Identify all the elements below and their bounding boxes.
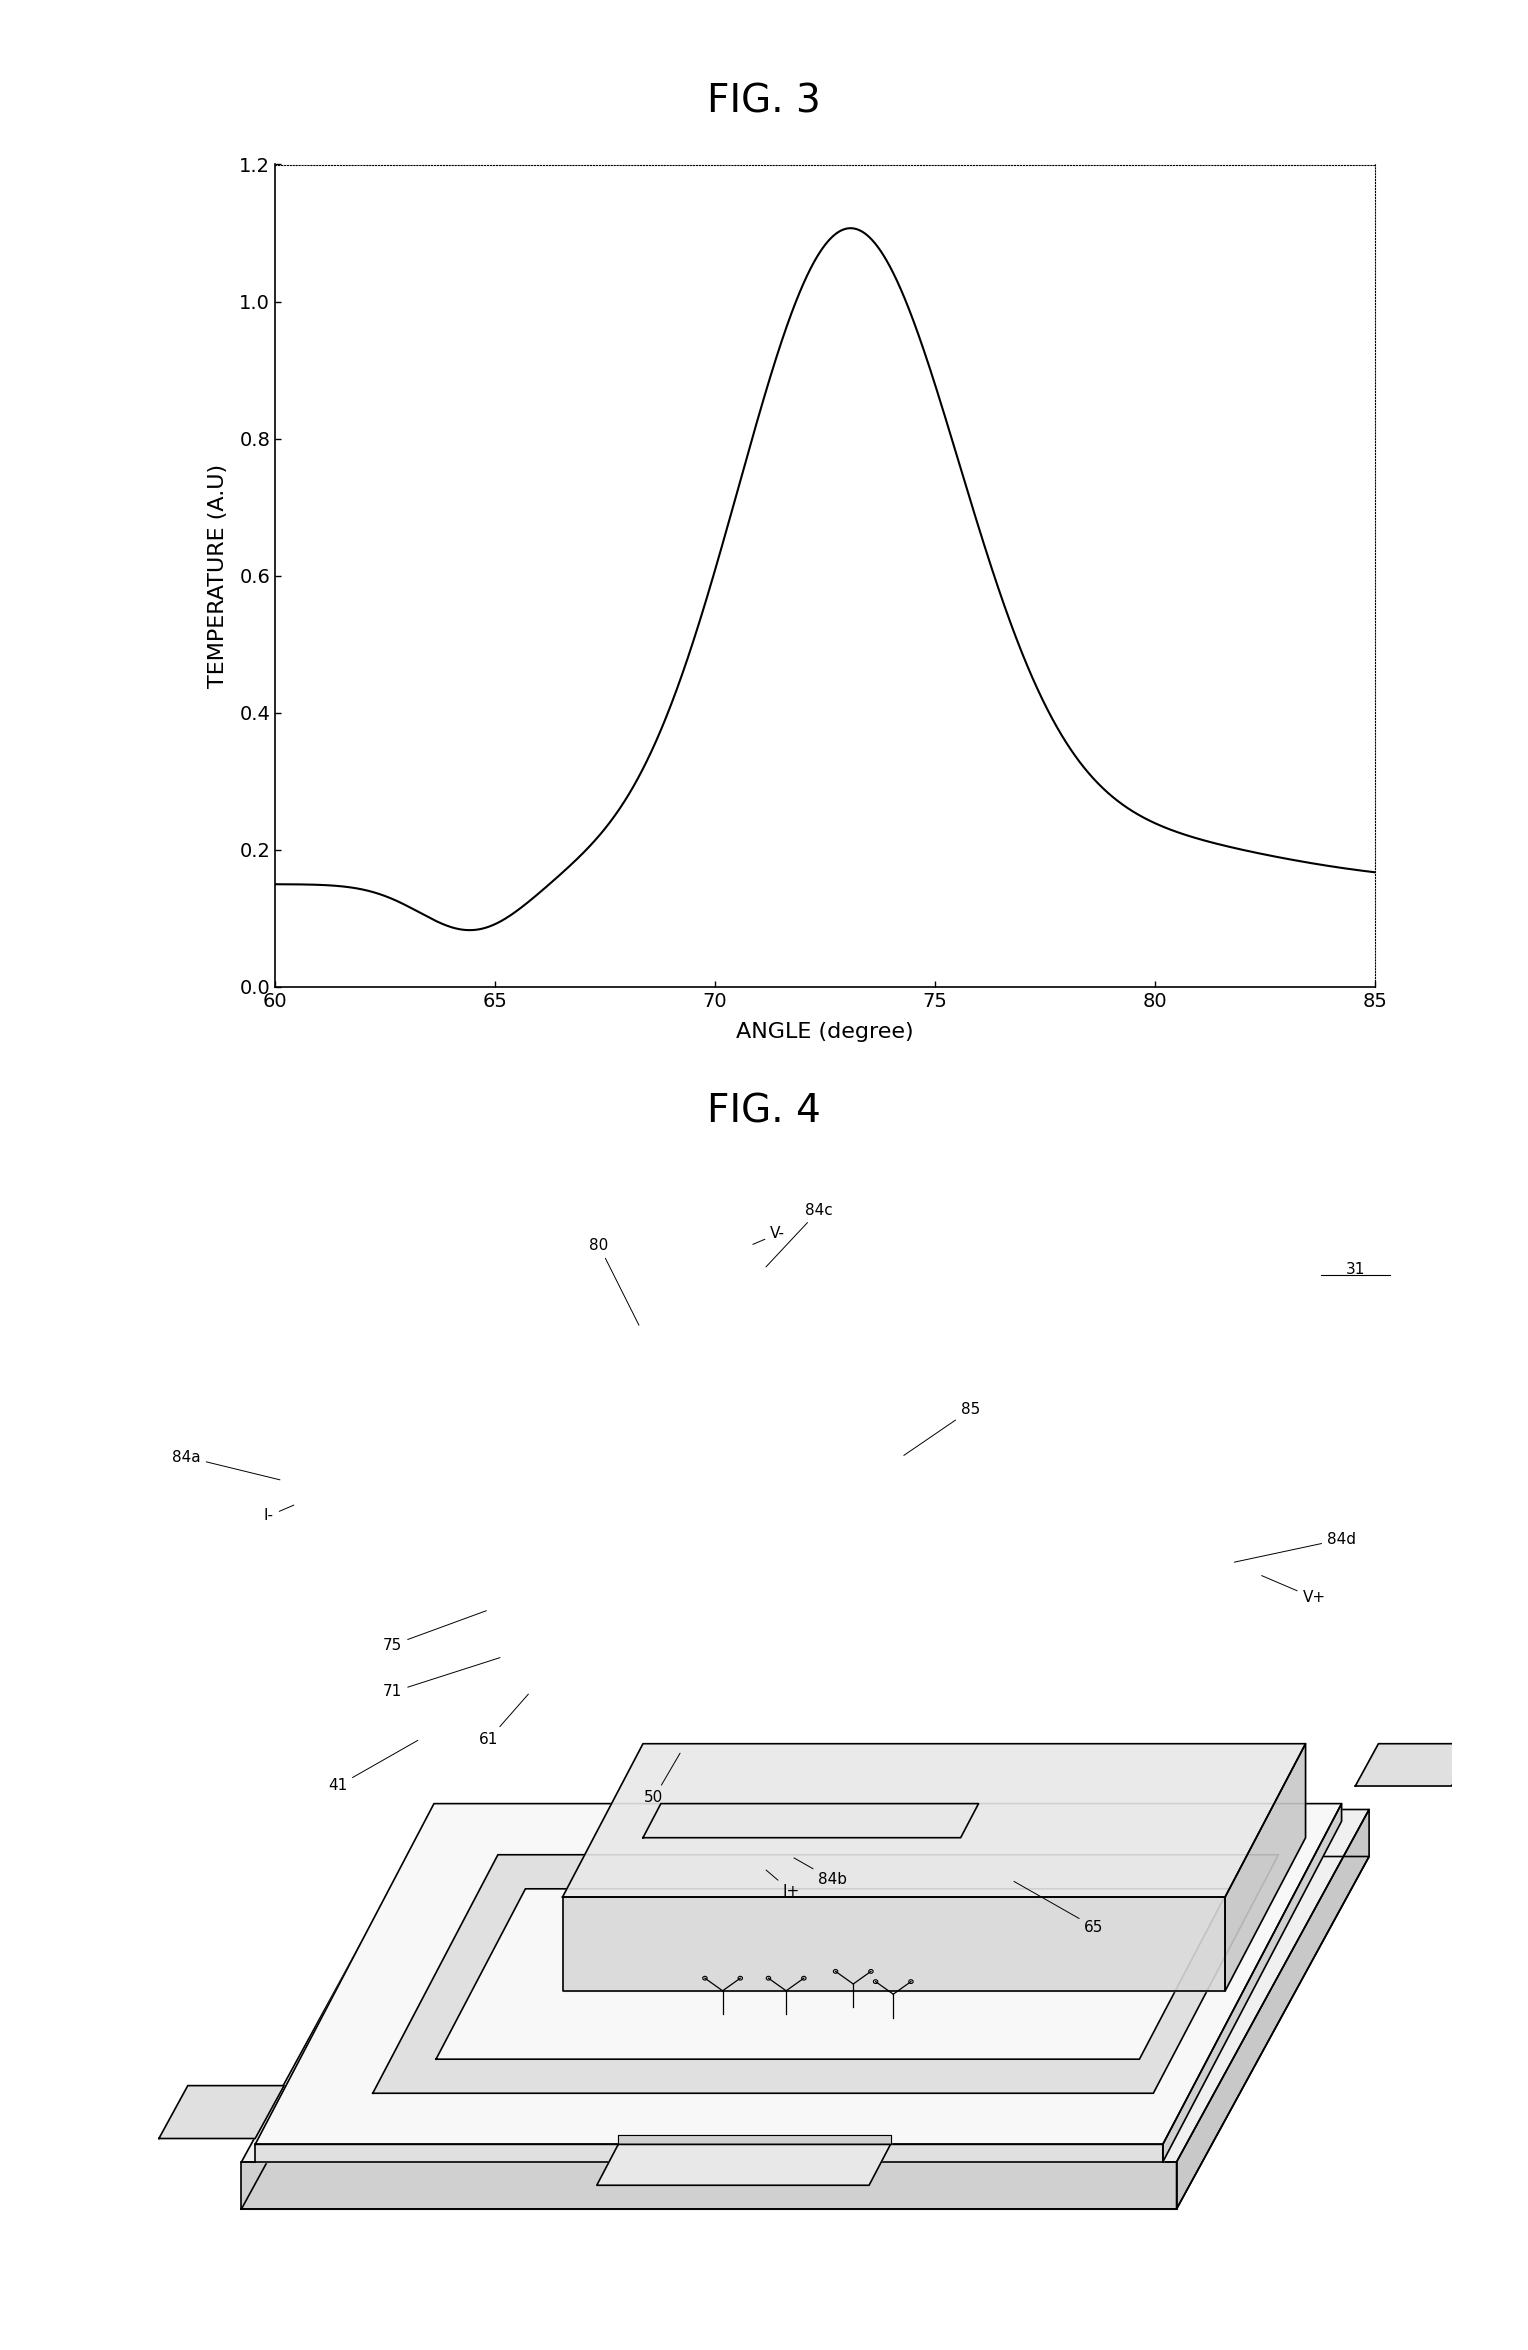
Text: 84d: 84d [1235, 1532, 1355, 1563]
Polygon shape [1355, 1744, 1475, 1786]
Text: 84b: 84b [795, 1859, 847, 1887]
Text: 80: 80 [590, 1238, 639, 1325]
Text: 85: 85 [905, 1403, 979, 1455]
Polygon shape [597, 2143, 891, 2186]
Polygon shape [1177, 1810, 1369, 2209]
Text: FIG. 3: FIG. 3 [707, 82, 821, 120]
Polygon shape [562, 1744, 1305, 1896]
Text: V-: V- [753, 1227, 785, 1246]
Polygon shape [159, 2087, 284, 2138]
Polygon shape [435, 1889, 1229, 2059]
X-axis label: ANGLE (degree): ANGLE (degree) [736, 1022, 914, 1041]
Polygon shape [255, 2143, 1163, 2162]
Polygon shape [241, 2162, 1177, 2209]
Text: 31: 31 [1346, 1262, 1365, 1276]
Text: 50: 50 [645, 1753, 680, 1805]
Text: 41: 41 [329, 1741, 417, 1793]
Polygon shape [373, 1854, 1279, 2094]
Polygon shape [619, 2134, 891, 2143]
Text: I+: I+ [766, 1871, 801, 1899]
Y-axis label: TEMPERATURE (A.U): TEMPERATURE (A.U) [208, 463, 228, 689]
Polygon shape [241, 1810, 1369, 2162]
Polygon shape [1225, 1744, 1305, 1990]
Polygon shape [241, 1856, 1369, 2209]
Text: 61: 61 [480, 1694, 529, 1746]
Text: 75: 75 [384, 1610, 486, 1652]
Polygon shape [562, 1896, 1225, 1990]
Polygon shape [643, 1805, 978, 1838]
Text: I-: I- [264, 1504, 293, 1523]
Text: 84a: 84a [173, 1450, 280, 1480]
Text: 65: 65 [1015, 1882, 1103, 1934]
Polygon shape [1163, 1805, 1342, 2162]
Text: V+: V+ [1262, 1574, 1326, 1605]
Text: FIG. 4: FIG. 4 [707, 1093, 821, 1130]
Polygon shape [255, 1805, 1342, 2143]
Text: 84c: 84c [766, 1203, 833, 1267]
Text: 71: 71 [384, 1657, 500, 1699]
